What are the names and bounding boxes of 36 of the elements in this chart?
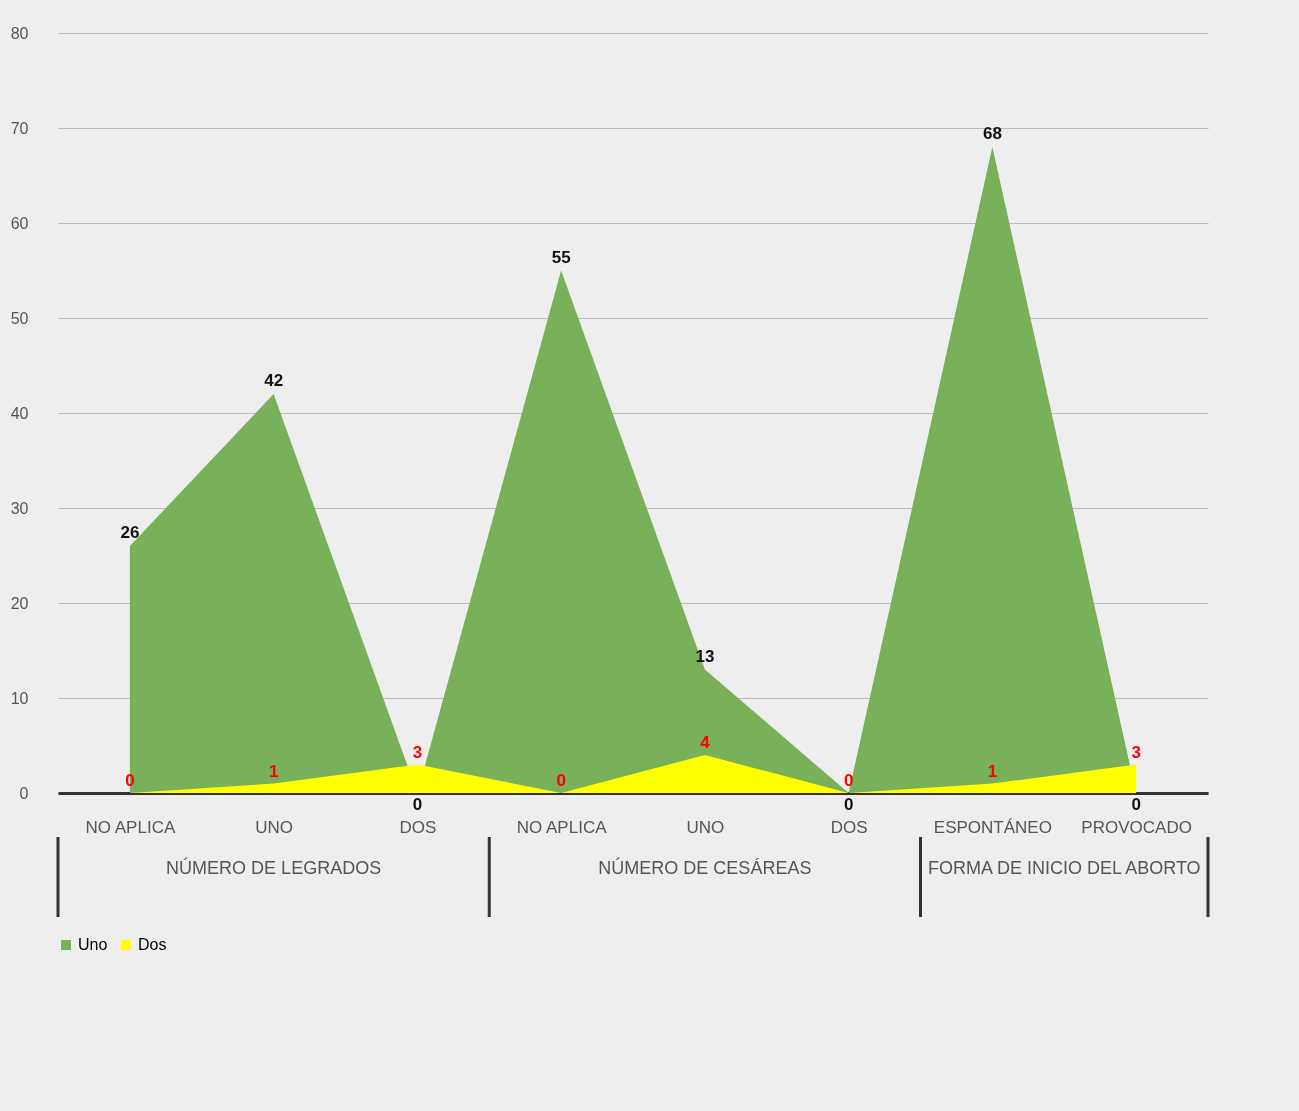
x-tick-label: NO APLICA <box>516 817 608 837</box>
y-tick-label: 0 <box>19 784 29 802</box>
data-label: 1 <box>268 761 279 781</box>
y-tick-label: 50 <box>10 309 29 327</box>
data-label: 4 <box>700 733 711 752</box>
data-label: 0 <box>843 795 854 814</box>
x-tick-label: DOS <box>399 817 437 837</box>
data-label: 0 <box>412 795 423 814</box>
data-label: 3 <box>1131 742 1141 762</box>
text: NÚMERO DE LEGRADOS <box>166 857 382 878</box>
data-label: 68 <box>982 124 1002 143</box>
data-label: 26 <box>120 523 140 542</box>
data-label: 0 <box>125 771 135 790</box>
x-tick-label: DOS <box>830 817 868 837</box>
data-label: 42 <box>264 371 284 390</box>
y-tick-label: 80 <box>10 24 29 42</box>
data-label: 0 <box>1131 795 1141 814</box>
y-tick-label: 70 <box>10 119 29 137</box>
y-tick-label: 20 <box>10 594 29 612</box>
text: NÚMERO DE CESÁREAS <box>598 857 812 878</box>
x-tick-label: NO APLICA <box>85 817 176 837</box>
x-tick-label: UNO <box>686 817 725 837</box>
data-label: 0 <box>556 771 566 790</box>
text: FORMA DE INICIO DEL ABORTO <box>927 858 1201 878</box>
data-label: 1 <box>987 761 998 781</box>
x-tick-label: PROVOCADO <box>1081 817 1192 837</box>
x-tick-label: ESPONTÁNEO <box>933 817 1052 837</box>
y-tick-label: 40 <box>10 404 29 422</box>
data-label: 55 <box>551 247 571 267</box>
y-tick-label: 10 <box>10 689 29 707</box>
legend-label: Uno <box>78 936 108 953</box>
y-tick-label: 60 <box>10 214 29 232</box>
data-label: 3 <box>412 742 423 762</box>
y-tick-label: 30 <box>10 499 29 517</box>
legend-label: Dos <box>138 936 167 953</box>
x-tick-label: UNO <box>255 817 294 837</box>
